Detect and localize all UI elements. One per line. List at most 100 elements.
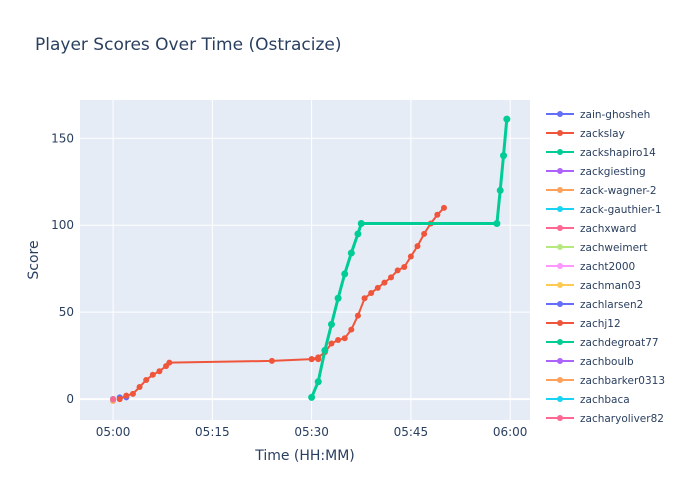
legend-item-zachbarker0313[interactable]: zachbarker0313 bbox=[546, 375, 665, 387]
legend-label: zack-wagner-2 bbox=[580, 185, 657, 197]
data-point bbox=[341, 335, 348, 342]
legend-marker bbox=[557, 168, 563, 174]
series-zachj12 bbox=[116, 204, 447, 403]
data-point bbox=[496, 186, 504, 194]
legend-marker bbox=[557, 377, 563, 383]
legend-marker bbox=[557, 206, 563, 212]
x-tick-label: 05:30 bbox=[294, 425, 329, 439]
legend-item-zacht2000[interactable]: zacht2000 bbox=[546, 261, 635, 273]
data-point bbox=[407, 253, 414, 260]
legend-item-zachxward[interactable]: zachxward bbox=[546, 223, 636, 235]
legend-item-zack-wagner-2[interactable]: zack-wagner-2 bbox=[546, 185, 657, 197]
data-point bbox=[347, 249, 355, 257]
data-point bbox=[354, 312, 361, 319]
data-point bbox=[440, 204, 447, 211]
series-zackshapiro14 bbox=[308, 115, 511, 401]
legend-marker bbox=[557, 358, 563, 364]
legend-marker bbox=[557, 415, 563, 421]
legend-label: zachdegroat77 bbox=[580, 337, 659, 349]
legend-label: zachlarsen2 bbox=[580, 299, 643, 311]
legend-item-zachweimert[interactable]: zachweimert bbox=[546, 242, 647, 254]
legend-label: zachj12 bbox=[580, 318, 621, 330]
legend-label: zack-gauthier-1 bbox=[580, 204, 662, 216]
legend-label: zacharyoliver82 bbox=[580, 413, 664, 425]
data-point bbox=[401, 263, 408, 270]
data-point bbox=[110, 396, 117, 403]
legend-marker bbox=[557, 339, 563, 345]
data-point bbox=[361, 295, 368, 302]
legend-marker bbox=[557, 320, 563, 326]
data-point bbox=[136, 383, 143, 390]
legend-item-zain-ghosheh[interactable]: zain-ghosheh bbox=[546, 109, 650, 121]
data-point bbox=[321, 346, 329, 354]
legend-label: zachbarker0313 bbox=[580, 375, 665, 387]
data-point bbox=[388, 274, 395, 281]
legend-label: zacht2000 bbox=[580, 261, 635, 273]
data-point bbox=[493, 219, 501, 227]
legend-marker bbox=[557, 301, 563, 307]
data-point bbox=[308, 356, 315, 363]
series-zacharyoliver82 bbox=[110, 396, 117, 403]
data-point bbox=[156, 368, 163, 375]
legend-item-zackslay[interactable]: zackslay bbox=[546, 128, 625, 140]
data-point bbox=[341, 270, 349, 278]
legend-label: zackslay bbox=[580, 128, 625, 140]
data-point bbox=[434, 211, 441, 218]
legend-item-zachman03[interactable]: zachman03 bbox=[546, 280, 641, 292]
data-point bbox=[315, 354, 322, 361]
data-point bbox=[149, 371, 156, 378]
legend-label: zackshapiro14 bbox=[580, 147, 656, 159]
data-point bbox=[123, 392, 130, 399]
legend-marker bbox=[557, 396, 563, 402]
x-ticks: 05:00 05:15 05:30 05:45 06:00 bbox=[96, 425, 528, 439]
data-point bbox=[374, 284, 381, 291]
legend[interactable]: zain-ghosheh zackslay zackshapiro14 zackgie… bbox=[546, 109, 665, 425]
x-tick-label: 05:00 bbox=[96, 425, 131, 439]
legend-item-zack-gauthier-1[interactable]: zack-gauthier-1 bbox=[546, 204, 662, 216]
y-axis-title: Score bbox=[26, 240, 42, 279]
data-point bbox=[334, 294, 342, 302]
y-tick-label: 100 bbox=[51, 218, 74, 232]
data-point bbox=[129, 390, 136, 397]
legend-marker bbox=[557, 244, 563, 250]
data-point bbox=[503, 115, 511, 123]
legend-item-zachboulb[interactable]: zachboulb bbox=[546, 356, 634, 368]
legend-label: zackgiesting bbox=[580, 166, 646, 178]
legend-item-zachlarsen2[interactable]: zachlarsen2 bbox=[546, 299, 643, 311]
data-point bbox=[421, 230, 428, 237]
legend-marker bbox=[557, 225, 563, 231]
x-tick-label: 06:00 bbox=[493, 425, 528, 439]
legend-label: zain-ghosheh bbox=[580, 109, 650, 121]
legend-label: zachbaca bbox=[580, 394, 630, 406]
legend-marker bbox=[557, 111, 563, 117]
legend-item-zachj12[interactable]: zachj12 bbox=[546, 318, 621, 330]
x-axis-title: Time (HH:MM) bbox=[254, 448, 355, 464]
legend-item-zachbaca[interactable]: zachbaca bbox=[546, 394, 630, 406]
legend-marker bbox=[557, 187, 563, 193]
legend-marker bbox=[557, 149, 563, 155]
legend-item-zackshapiro14[interactable]: zackshapiro14 bbox=[546, 147, 656, 159]
y-ticks: 0 50 100 150 bbox=[51, 131, 74, 406]
plot-background bbox=[80, 100, 530, 420]
y-tick-label: 50 bbox=[59, 305, 74, 319]
data-point bbox=[368, 290, 375, 297]
y-tick-label: 150 bbox=[51, 131, 74, 145]
data-point bbox=[327, 320, 335, 328]
series-layer bbox=[110, 115, 511, 404]
data-point bbox=[500, 152, 508, 160]
data-point bbox=[357, 219, 365, 227]
legend-marker bbox=[557, 263, 563, 269]
legend-marker bbox=[557, 130, 563, 136]
chart-title: Player Scores Over Time (Ostracize) bbox=[35, 35, 342, 55]
legend-item-zackgiesting[interactable]: zackgiesting bbox=[546, 166, 646, 178]
data-point bbox=[268, 357, 275, 364]
data-point bbox=[414, 243, 421, 250]
legend-item-zacharyoliver82[interactable]: zacharyoliver82 bbox=[546, 413, 664, 425]
legend-item-zachdegroat77[interactable]: zachdegroat77 bbox=[546, 337, 659, 349]
data-point bbox=[354, 230, 362, 238]
grid bbox=[80, 100, 530, 420]
x-tick-label: 05:45 bbox=[394, 425, 429, 439]
legend-marker bbox=[557, 282, 563, 288]
data-point bbox=[308, 393, 316, 401]
